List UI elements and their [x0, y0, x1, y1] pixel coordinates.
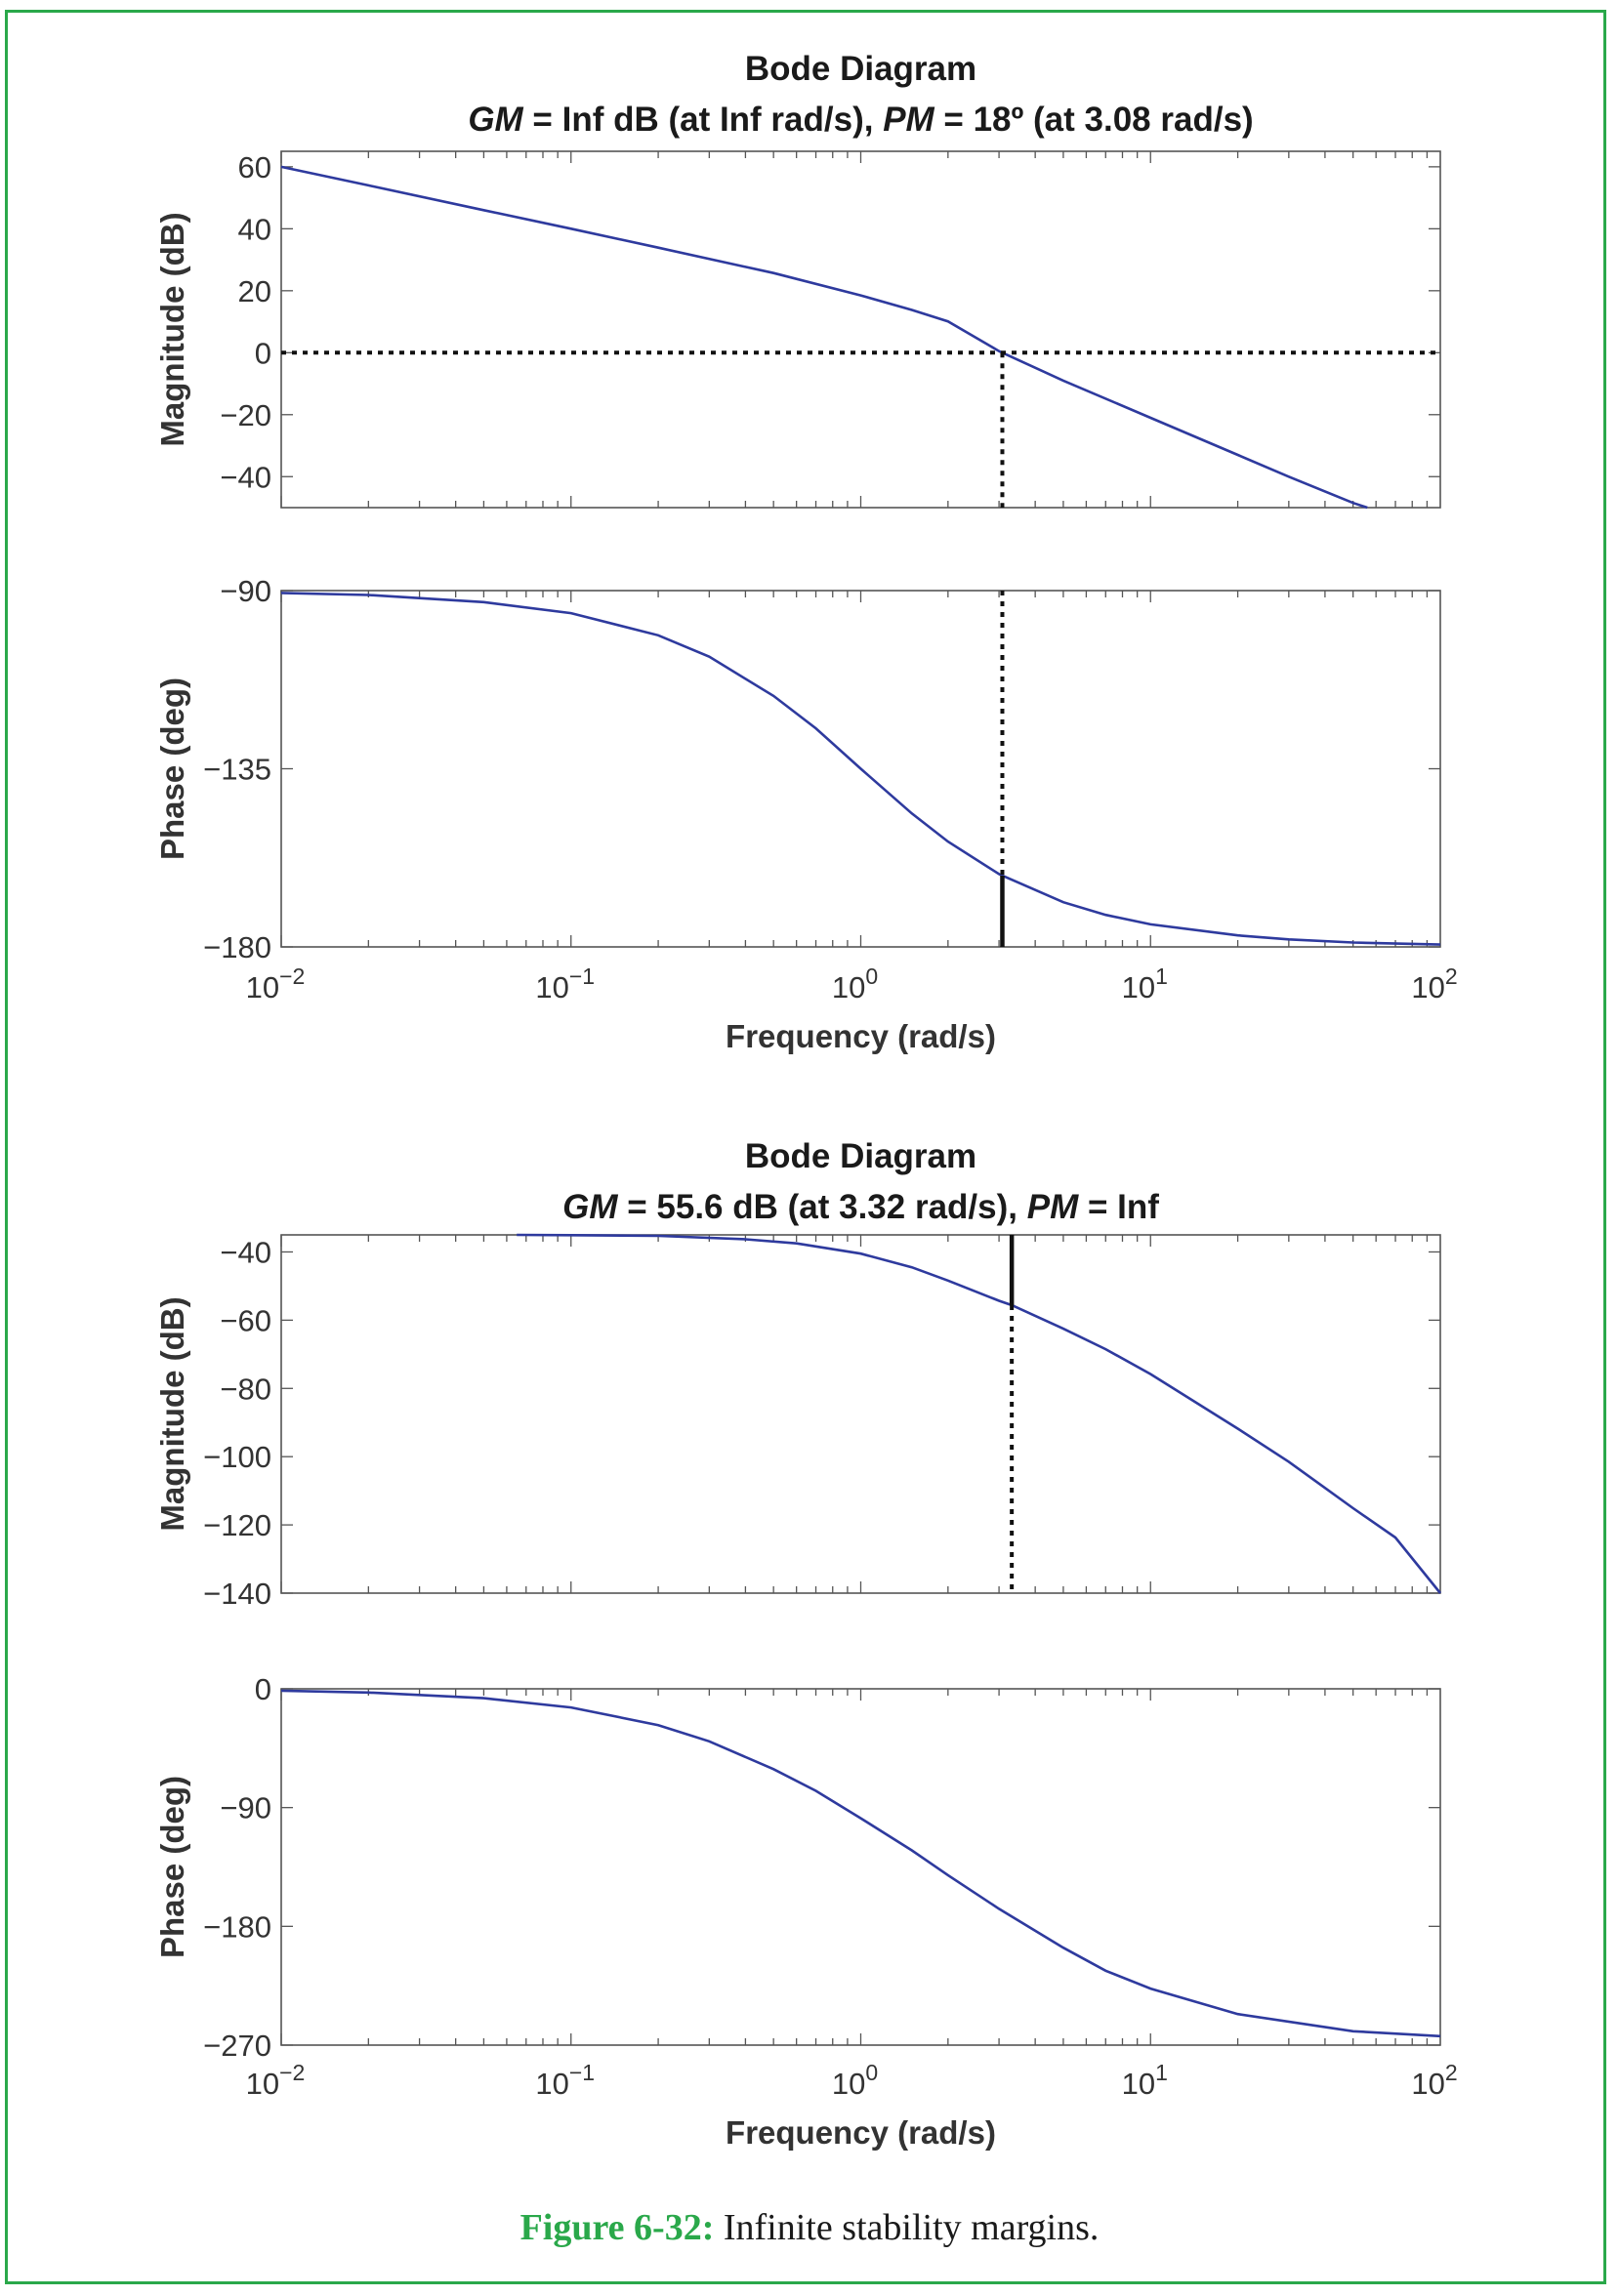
caption-label: Figure 6-32:	[519, 2207, 715, 2248]
x-tick-label: 10−1	[535, 2060, 595, 2101]
x-tick-exponent: 1	[1155, 964, 1168, 989]
chart0-magnitude-panel: 60 40 20 0 −20 −40 Magnitude (dB)	[154, 150, 1441, 510]
y-tick-label: 40	[238, 212, 271, 246]
x-tick-base: 10	[1122, 970, 1155, 1004]
y-tick-label: −90	[220, 1791, 271, 1825]
y-tick-label: −135	[203, 753, 271, 787]
y-axis-label: Magnitude (dB)	[154, 212, 190, 446]
x-tick-label: 101	[1122, 964, 1168, 1004]
x-tick-base: 10	[1411, 970, 1444, 1004]
y-axis-label: Phase (deg)	[154, 677, 190, 860]
chart0-phase-panel: −90 −135 −180 Phase (deg)	[154, 574, 1441, 964]
y-tick-label: −80	[220, 1372, 271, 1406]
x-tick-base: 10	[246, 2067, 279, 2101]
x-tick-base: 10	[246, 970, 279, 1004]
subtitle-part: GM	[468, 101, 523, 139]
x-axis-label: Frequency (rad/s)	[726, 1018, 996, 1054]
x-tick-exponent: −1	[569, 2060, 595, 2085]
chart0-title: Bode Diagram	[745, 50, 976, 88]
magnitude-axes-box	[280, 1234, 1441, 1594]
x-tick-base: 10	[832, 970, 865, 1004]
x-tick-label: 10−2	[246, 2060, 306, 2101]
x-tick-exponent: 0	[865, 2060, 878, 2085]
chart1-subtitle: GM = 55.6 dB (at 3.32 rad/s), PM = Inf	[562, 1188, 1159, 1226]
y-tick-label: 0	[255, 1672, 271, 1706]
y-tick-label: −140	[203, 1577, 271, 1611]
y-tick-label: 0	[255, 336, 271, 370]
magnitude-series-line	[517, 1233, 1442, 1594]
subtitle-part: = 18º (at 3.08 rad/s)	[934, 101, 1254, 139]
figure-caption: Figure 6-32: Infinite stability margins.	[0, 2206, 1619, 2249]
chart1-title: Bode Diagram	[745, 1137, 976, 1175]
y-axis-label: Phase (deg)	[154, 1776, 190, 1958]
x-tick-label: 101	[1122, 2060, 1168, 2101]
subtitle-part: = 55.6 dB (at 3.32 rad/s),	[618, 1188, 1027, 1226]
y-tick-label: 60	[238, 150, 271, 184]
x-tick-base: 10	[1122, 2067, 1155, 2101]
y-tick-label: −270	[203, 2029, 271, 2063]
y-tick-label: 20	[238, 274, 271, 308]
phase-axes-box	[280, 1688, 1441, 2046]
x-tick-exponent: 0	[865, 964, 878, 989]
x-tick-base: 10	[535, 2067, 568, 2101]
chart0-subtitle: GM = Inf dB (at Inf rad/s), PM = 18º (at…	[468, 101, 1253, 139]
x-tick-exponent: 1	[1155, 2060, 1168, 2085]
phase-series-line	[280, 592, 1441, 946]
subtitle-part: GM	[562, 1188, 618, 1226]
y-tick-label: −180	[203, 1909, 271, 1944]
magnitude-series-line	[280, 165, 1368, 510]
y-tick-label: −90	[220, 574, 271, 608]
y-tick-label: −60	[220, 1303, 271, 1337]
subtitle-part: = Inf dB (at Inf rad/s),	[523, 101, 884, 139]
x-tick-base: 10	[535, 970, 568, 1004]
x-tick-label: 102	[1411, 964, 1457, 1004]
x-tick-base: 10	[832, 2067, 865, 2101]
chart1-phase-panel: 0 −90 −180 −270 Phase (deg)	[154, 1672, 1441, 2063]
x-tick-exponent: −2	[279, 964, 305, 989]
y-tick-label: −180	[203, 930, 271, 964]
x-tick-label: 10−2	[246, 964, 306, 1004]
subtitle-part: PM	[883, 101, 934, 139]
x-axis-label: Frequency (rad/s)	[726, 2114, 996, 2151]
x-tick-label: 102	[1411, 2060, 1457, 2101]
x-tick-exponent: 2	[1445, 2060, 1458, 2085]
y-axis-label: Magnitude (dB)	[154, 1296, 190, 1531]
subtitle-part: PM	[1027, 1188, 1079, 1226]
y-tick-label: −40	[220, 1235, 271, 1269]
x-tick-label: 100	[832, 2060, 878, 2101]
y-tick-label: −40	[220, 460, 271, 494]
figure-border	[5, 10, 1606, 2284]
x-tick-exponent: 2	[1445, 964, 1458, 989]
y-tick-label: −120	[203, 1508, 271, 1542]
x-tick-exponent: −2	[279, 2060, 305, 2085]
y-tick-label: −20	[220, 398, 271, 432]
subtitle-part: = Inf	[1078, 1188, 1159, 1226]
x-tick-base: 10	[1411, 2067, 1444, 2101]
chart1-magnitude-panel: −40 −60 −80 −100 −120 −140 Magnitude (dB)	[154, 1233, 1442, 1611]
x-tick-label: 100	[832, 964, 878, 1004]
y-tick-label: −100	[203, 1440, 271, 1474]
x-tick-exponent: −1	[569, 964, 595, 989]
caption-text: Infinite stability margins.	[714, 2207, 1100, 2248]
phase-series-line	[280, 1689, 1441, 2038]
x-tick-label: 10−1	[535, 964, 595, 1004]
